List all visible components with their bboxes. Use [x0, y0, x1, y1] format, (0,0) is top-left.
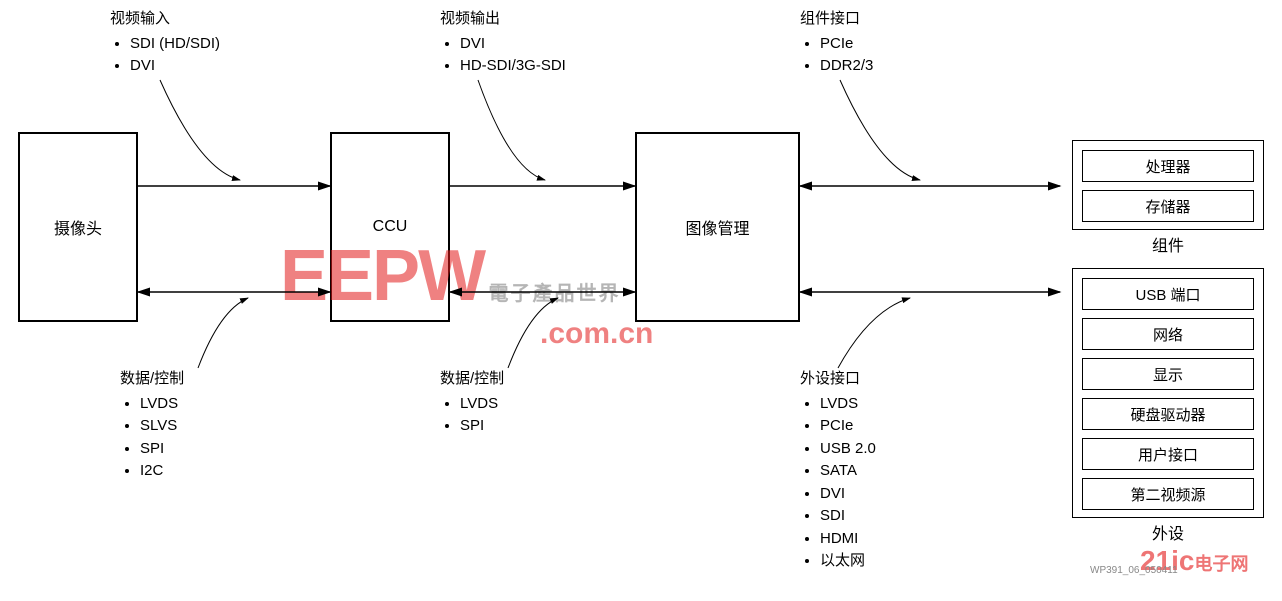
watermark-line3: .com.cn — [540, 317, 653, 350]
ccu-label: CCU — [373, 218, 408, 236]
watermark-line2: 電子產品世界 — [488, 283, 620, 305]
component-item-label: 处理器 — [1145, 156, 1190, 177]
peripheral-item-label: 用户接口 — [1138, 444, 1198, 465]
camera-block: 摄像头 — [18, 132, 138, 322]
components-group-label: 组件 — [1072, 232, 1264, 256]
component-item-label: 存储器 — [1145, 196, 1190, 217]
annot-item: SLVS — [140, 415, 184, 438]
annot-title: 外设接口 — [800, 370, 860, 387]
annot-title: 视频输入 — [110, 10, 170, 27]
annot-item: HD-SDI/3G-SDI — [460, 55, 566, 78]
annot-item: I2C — [140, 460, 184, 483]
imgmgr-block: 图像管理 — [635, 132, 800, 322]
annot-datactl-1: 数据/控制 LVDS SLVS SPI I2C — [120, 368, 184, 483]
annot-item: SATA — [820, 460, 876, 483]
peripherals-group-label: 外设 — [1072, 520, 1264, 544]
annot-item: 以太网 — [820, 550, 876, 573]
peripheral-network: 网络 — [1082, 318, 1254, 350]
peripheral-video2: 第二视频源 — [1082, 478, 1254, 510]
watermark-line1: EEPW — [280, 236, 484, 316]
peripheral-display: 显示 — [1082, 358, 1254, 390]
annot-title: 组件接口 — [800, 10, 860, 27]
annot-item: SPI — [140, 438, 184, 461]
peripheral-item-label: 网络 — [1153, 324, 1183, 345]
watermark2-line2: 电子网 — [1195, 554, 1249, 574]
annot-video-out: 视频输出 DVI HD-SDI/3G-SDI — [440, 8, 566, 78]
peripheral-ui: 用户接口 — [1082, 438, 1254, 470]
annot-item: USB 2.0 — [820, 438, 876, 461]
footnote-text: WP391_06_050411 — [1090, 565, 1178, 576]
annot-title: 数据/控制 — [440, 370, 504, 387]
peripheral-item-label: USB 端口 — [1135, 284, 1200, 305]
annot-item: PCIe — [820, 415, 876, 438]
peripheral-item-label: 硬盘驱动器 — [1130, 404, 1205, 425]
peripheral-hdd: 硬盘驱动器 — [1082, 398, 1254, 430]
annot-item: DVI — [460, 33, 566, 56]
camera-label: 摄像头 — [54, 215, 102, 239]
annot-datactl-2: 数据/控制 LVDS SPI — [440, 368, 504, 438]
annot-item: SDI — [820, 505, 876, 528]
annot-video-in: 视频输入 SDI (HD/SDI) DVI — [110, 8, 220, 78]
annot-component-if: 组件接口 PCIe DDR2/3 — [800, 8, 873, 78]
annot-item: SPI — [460, 415, 504, 438]
annot-item: LVDS — [820, 393, 876, 416]
imgmgr-label: 图像管理 — [685, 215, 749, 239]
component-memory: 存储器 — [1082, 190, 1254, 222]
annot-title: 视频输出 — [440, 10, 500, 27]
peripheral-item-label: 显示 — [1153, 364, 1183, 385]
annot-item: SDI (HD/SDI) — [130, 33, 220, 56]
component-processor: 处理器 — [1082, 150, 1254, 182]
annot-item: LVDS — [140, 393, 184, 416]
annot-periph-if: 外设接口 LVDS PCIe USB 2.0 SATA DVI SDI HDMI… — [800, 368, 876, 573]
annot-item: DVI — [130, 55, 220, 78]
peripheral-usb: USB 端口 — [1082, 278, 1254, 310]
watermark-eepw: EEPW 電子產品世界 .com.cn — [280, 235, 653, 351]
annot-item: LVDS — [460, 393, 504, 416]
annot-item: DVI — [820, 483, 876, 506]
annot-item: PCIe — [820, 33, 873, 56]
annot-title: 数据/控制 — [120, 370, 184, 387]
peripheral-item-label: 第二视频源 — [1130, 484, 1205, 505]
annot-item: DDR2/3 — [820, 55, 873, 78]
annot-item: HDMI — [820, 528, 876, 551]
